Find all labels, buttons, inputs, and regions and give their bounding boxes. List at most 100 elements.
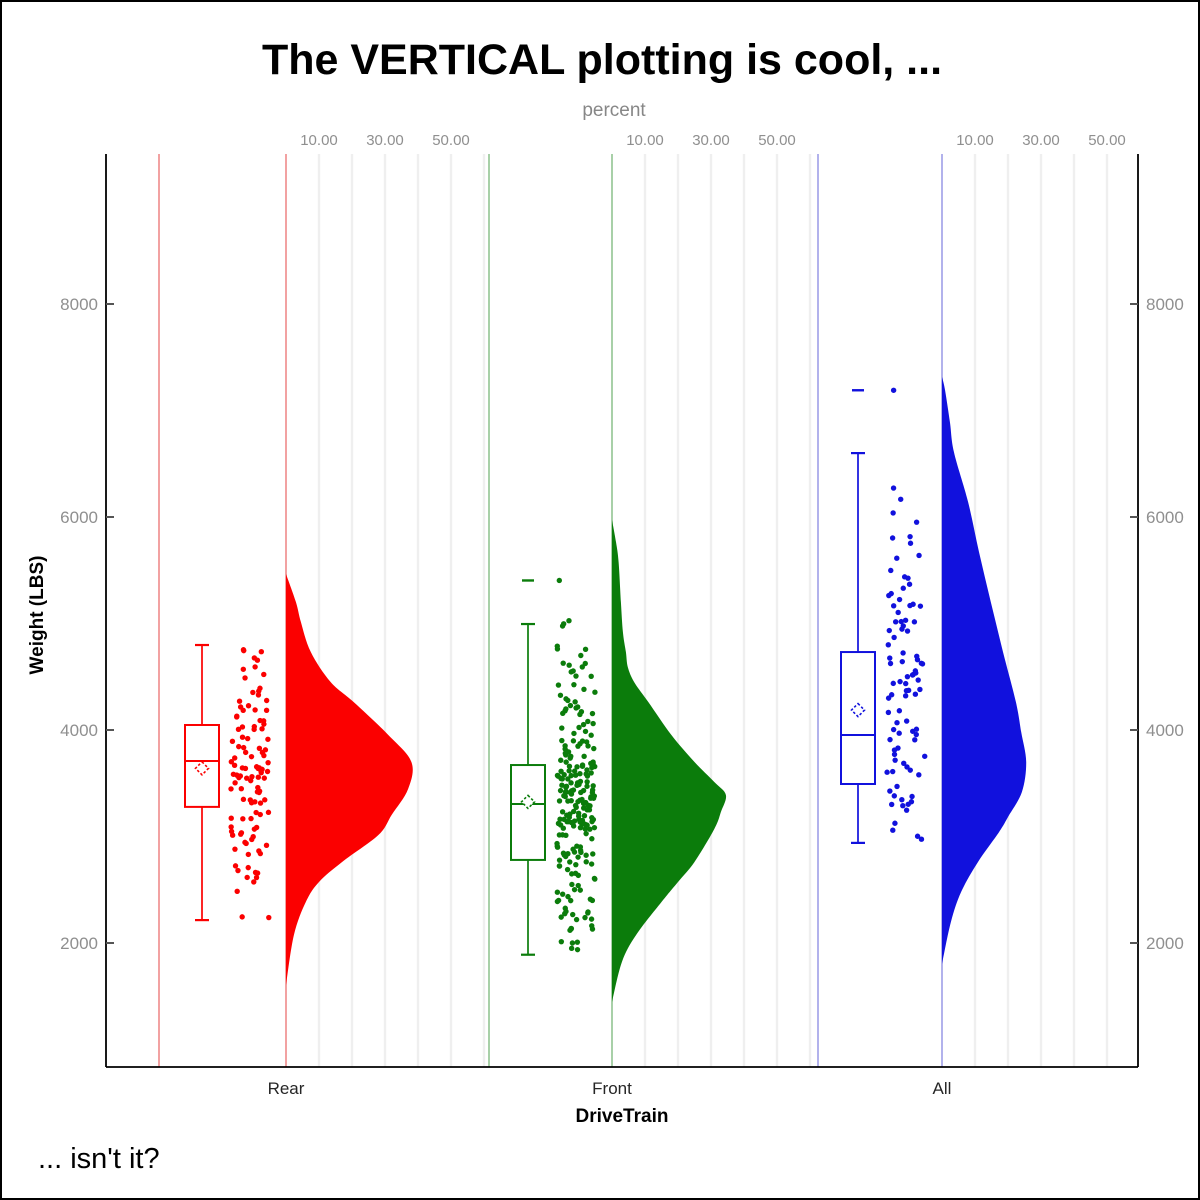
data-point [890,485,897,491]
data-point [577,844,584,850]
data-point [568,897,574,904]
top-tick-label: 10.00 [956,132,994,149]
data-point [557,692,564,698]
top-tick-label: 50.00 [1088,132,1126,149]
data-point [570,846,576,852]
data-point [264,768,271,775]
data-point [905,687,912,694]
data-point [240,816,246,822]
data-point [232,780,238,786]
data-point [579,738,586,744]
data-point [913,670,919,676]
violin-front [612,520,727,1002]
chart-title: The VERTICAL plotting is cool, ... [262,36,942,84]
top-tick-label: 10.00 [300,132,338,149]
top-tick-label: 30.00 [692,132,730,149]
data-point [891,747,898,753]
data-point [231,762,238,769]
data-point [900,803,906,809]
data-point [563,783,570,790]
data-point [234,713,240,719]
data-point [228,786,234,792]
data-point [902,617,909,623]
data-point [578,708,585,715]
data-point [563,759,569,765]
data-point [890,726,897,733]
data-point [243,840,249,847]
data-point [887,788,893,794]
data-point [560,660,566,666]
data-point [554,889,561,895]
data-point [592,876,598,882]
data-point [578,789,584,796]
data-point [915,677,921,683]
data-point [588,861,595,867]
data-point [261,671,267,678]
data-point [566,763,573,769]
data-point [248,800,255,806]
data-point [228,815,234,821]
data-point [896,708,903,714]
data-point [556,863,563,869]
data-point [582,728,589,735]
data-point [232,755,238,761]
data-point [565,850,571,857]
data-point [568,669,574,675]
data-point [234,888,240,895]
data-point [917,603,924,609]
data-point [240,707,246,714]
data-point [903,807,910,813]
data-point [265,736,271,742]
data-point [589,926,596,932]
data-point [242,749,249,756]
data-point [896,596,903,603]
data-point [904,764,910,770]
data-point [261,721,267,727]
data-point [589,836,595,842]
data-point [568,945,575,952]
data-point [559,891,566,897]
data-point [554,840,560,847]
data-point [591,824,598,831]
data-point [592,763,598,770]
data-point [588,673,594,680]
data-point [889,768,896,775]
data-point [248,777,254,784]
data-point [240,744,247,751]
data-point [894,720,900,726]
data-point [245,703,252,709]
data-point [891,634,897,641]
top-tick-label: 50.00 [758,132,796,149]
top-tick-label: 10.00 [626,132,664,149]
data-point [239,724,246,730]
data-point [557,816,563,822]
data-point [560,825,567,831]
data-point [885,695,892,701]
data-point [585,802,591,808]
data-point [565,818,572,825]
data-point [252,869,259,876]
y-axis-title: Weight (LBS) [27,556,48,675]
data-point [253,809,259,816]
data-point [573,861,579,868]
data-point [558,914,564,920]
data-point [259,726,265,732]
data-point [916,772,922,778]
data-point [574,764,580,770]
data-point [583,852,589,858]
data-point [559,725,565,731]
data-point [569,940,576,946]
data-point [571,730,577,737]
data-point [263,697,270,704]
data-point [555,897,562,904]
data-point [583,739,590,745]
data-point [251,879,257,885]
data-point [890,387,897,393]
data-point [257,717,263,724]
data-point [578,849,584,856]
data-point [241,647,247,654]
data-point [900,585,906,591]
data-point [252,707,258,713]
data-point [258,769,264,776]
